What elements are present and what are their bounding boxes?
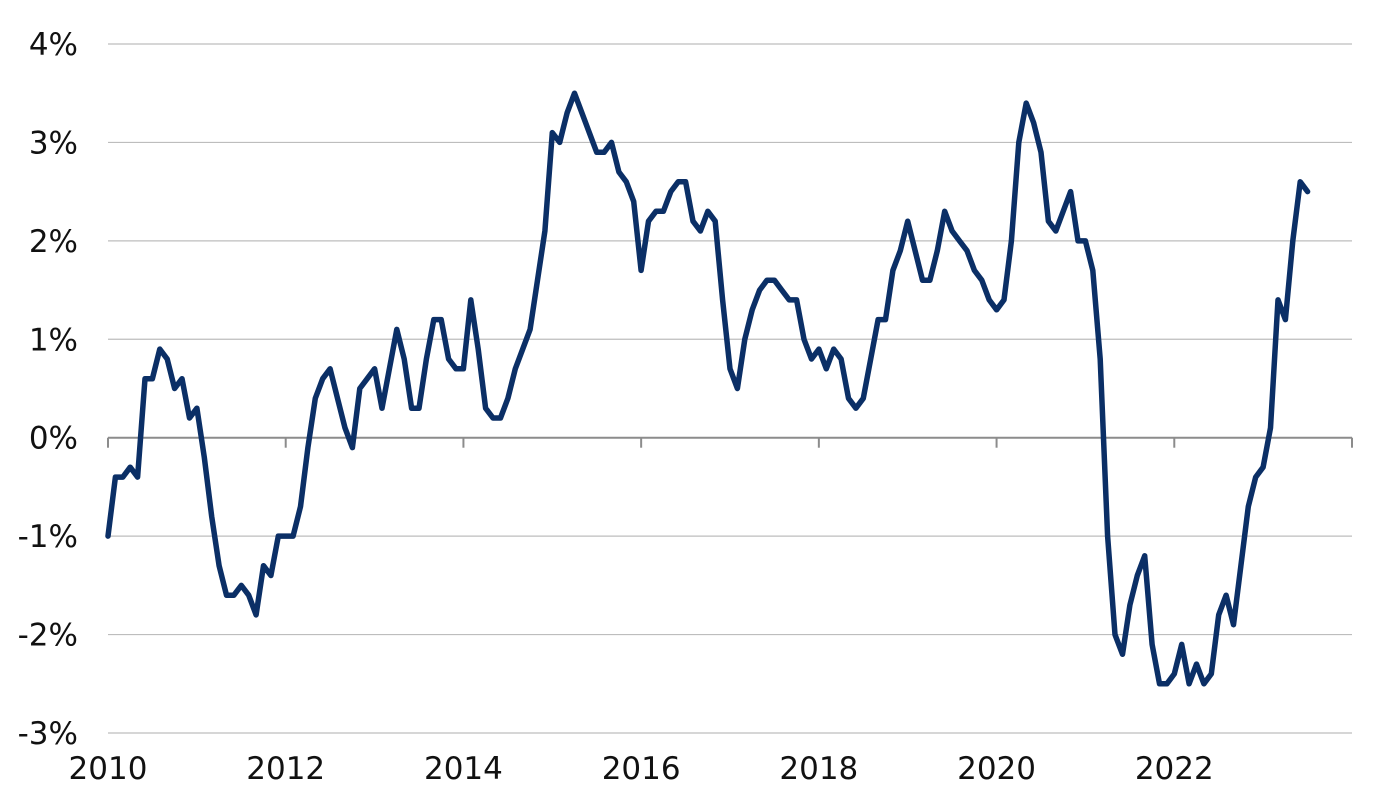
x-tick-label: 2014: [424, 751, 503, 787]
x-tick-label: 2018: [779, 751, 858, 787]
y-tick-label: -3%: [18, 716, 78, 752]
y-tick-label: 2%: [29, 224, 78, 260]
gridlines: [108, 43, 1352, 734]
y-tick-label: 4%: [29, 27, 78, 63]
x-tick-label: 2012: [246, 751, 325, 787]
y-tick-label: 3%: [29, 125, 78, 161]
x-tick-label: 2022: [1135, 751, 1214, 787]
y-tick-label: 0%: [29, 421, 78, 457]
x-tick-label: 2020: [957, 751, 1036, 787]
y-tick-label: -1%: [18, 519, 78, 555]
x-axis: [107, 436, 1353, 448]
x-tick-label: 2016: [602, 751, 681, 787]
series-layer: [105, 90, 1311, 687]
x-tick-label: 2010: [69, 751, 148, 787]
y-axis-tick-labels: 4% 3% 2% 1% 0% -1% -2% -3%: [18, 27, 78, 752]
y-tick-label: 1%: [29, 322, 78, 358]
y-tick-label: -2%: [18, 618, 78, 654]
x-axis-tick-labels: 2010 2012 2014 2016 2018 2020 2022: [69, 751, 1214, 787]
series-line: [105, 90, 1311, 687]
